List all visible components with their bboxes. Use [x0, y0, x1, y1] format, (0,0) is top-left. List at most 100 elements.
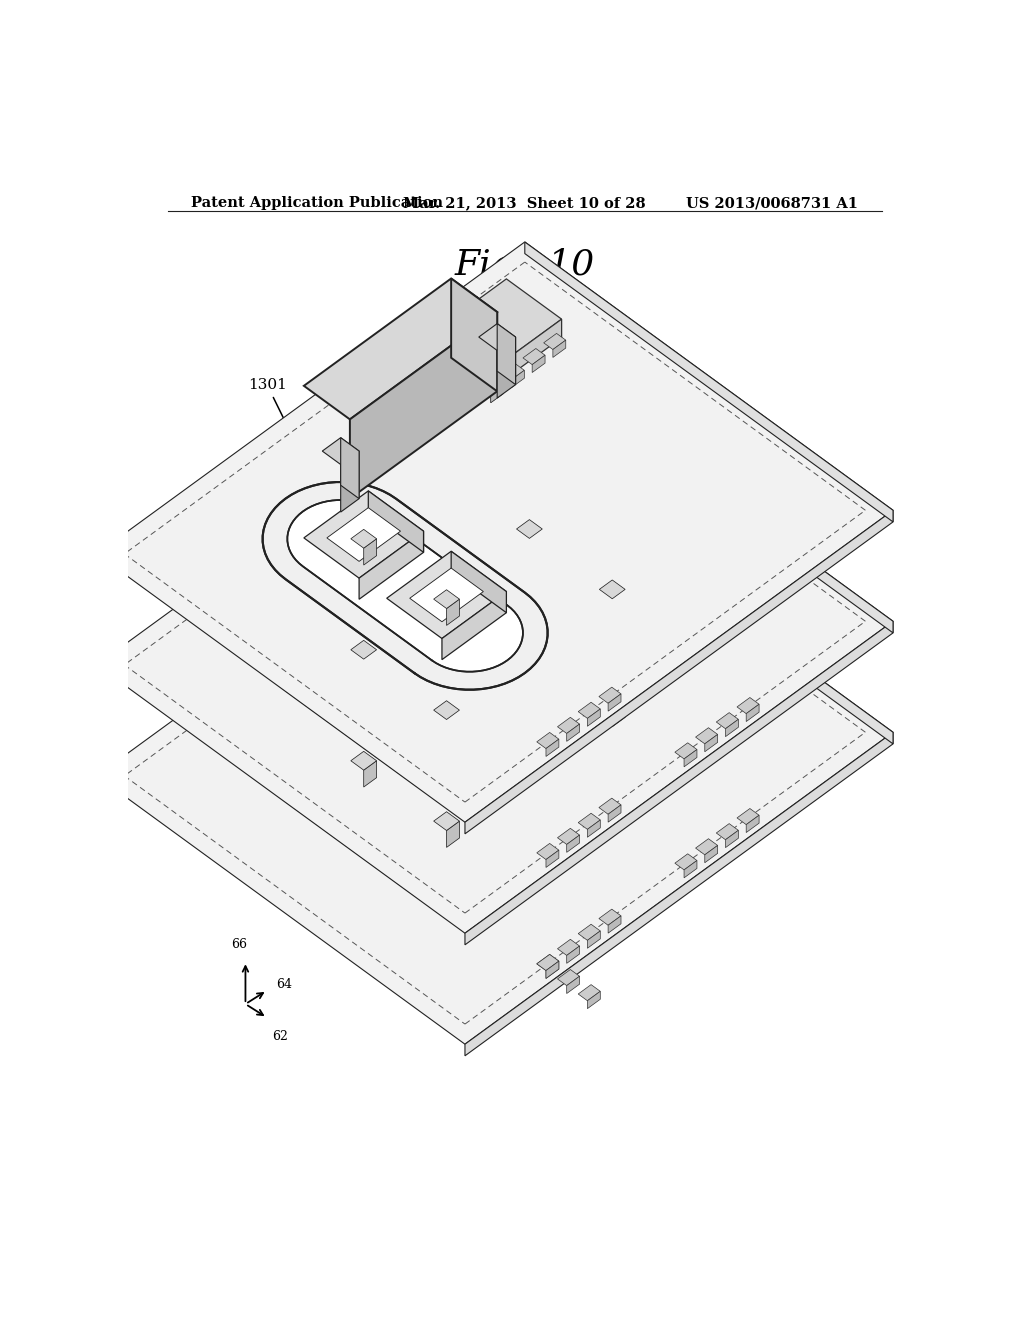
Polygon shape	[465, 622, 893, 945]
Polygon shape	[579, 702, 600, 718]
Polygon shape	[616, 652, 672, 714]
Polygon shape	[608, 916, 621, 933]
Polygon shape	[304, 279, 498, 420]
Polygon shape	[502, 363, 524, 380]
Polygon shape	[364, 760, 377, 787]
Polygon shape	[428, 583, 714, 791]
Polygon shape	[350, 312, 498, 499]
Polygon shape	[452, 774, 507, 834]
Polygon shape	[479, 420, 493, 437]
Polygon shape	[442, 813, 507, 882]
Text: Fig.  10: Fig. 10	[455, 248, 595, 282]
Polygon shape	[612, 589, 625, 615]
Polygon shape	[546, 850, 559, 867]
Polygon shape	[725, 719, 738, 737]
Polygon shape	[537, 954, 559, 970]
Polygon shape	[579, 985, 600, 1001]
Polygon shape	[566, 946, 580, 964]
Polygon shape	[452, 488, 690, 664]
Polygon shape	[575, 558, 649, 612]
Polygon shape	[566, 836, 580, 853]
Polygon shape	[588, 709, 600, 726]
Polygon shape	[537, 733, 559, 748]
Polygon shape	[286, 721, 525, 895]
Polygon shape	[546, 961, 559, 978]
Polygon shape	[529, 529, 543, 556]
Polygon shape	[452, 552, 507, 612]
Polygon shape	[599, 579, 625, 599]
Polygon shape	[588, 820, 600, 837]
Polygon shape	[557, 969, 580, 986]
Polygon shape	[428, 473, 714, 680]
Polygon shape	[483, 422, 506, 438]
Polygon shape	[529, 640, 543, 667]
Polygon shape	[518, 447, 531, 465]
Polygon shape	[566, 725, 580, 742]
Polygon shape	[433, 701, 460, 719]
Polygon shape	[534, 593, 589, 653]
Polygon shape	[490, 385, 504, 403]
Polygon shape	[705, 845, 718, 863]
Polygon shape	[616, 541, 672, 603]
Polygon shape	[579, 924, 600, 940]
Polygon shape	[359, 754, 424, 821]
Polygon shape	[493, 429, 506, 446]
Polygon shape	[511, 371, 524, 388]
Polygon shape	[684, 861, 697, 878]
Polygon shape	[288, 500, 523, 672]
Text: 1301: 1301	[248, 378, 459, 774]
Polygon shape	[327, 508, 400, 561]
Polygon shape	[327, 619, 400, 672]
Polygon shape	[746, 816, 759, 833]
Polygon shape	[534, 482, 589, 543]
Polygon shape	[509, 441, 531, 457]
Polygon shape	[450, 355, 462, 372]
Text: Mar. 21, 2013  Sheet 10 of 28: Mar. 21, 2013 Sheet 10 of 28	[403, 195, 646, 210]
Polygon shape	[351, 640, 377, 659]
Polygon shape	[684, 750, 697, 767]
Polygon shape	[546, 739, 559, 756]
Polygon shape	[369, 491, 424, 552]
Polygon shape	[716, 824, 738, 840]
Polygon shape	[537, 954, 559, 970]
Polygon shape	[454, 359, 476, 375]
Polygon shape	[433, 590, 460, 609]
Polygon shape	[304, 713, 424, 800]
Polygon shape	[608, 694, 621, 711]
Polygon shape	[695, 727, 718, 743]
Polygon shape	[493, 498, 566, 552]
Polygon shape	[410, 791, 483, 843]
Polygon shape	[387, 774, 507, 861]
Polygon shape	[524, 242, 893, 521]
Polygon shape	[410, 678, 483, 733]
Polygon shape	[424, 279, 561, 380]
Polygon shape	[327, 730, 400, 783]
Polygon shape	[442, 591, 507, 660]
Polygon shape	[323, 438, 359, 465]
Polygon shape	[746, 705, 759, 722]
Polygon shape	[96, 352, 893, 933]
Polygon shape	[369, 602, 424, 664]
Polygon shape	[579, 813, 600, 829]
Polygon shape	[463, 366, 476, 383]
Polygon shape	[725, 830, 738, 847]
Polygon shape	[465, 511, 893, 834]
Polygon shape	[552, 541, 672, 628]
Polygon shape	[263, 593, 548, 801]
Polygon shape	[544, 334, 566, 350]
Polygon shape	[446, 710, 460, 737]
Polygon shape	[96, 463, 893, 1044]
Polygon shape	[546, 961, 559, 978]
Polygon shape	[524, 463, 893, 744]
Polygon shape	[523, 348, 545, 364]
Polygon shape	[263, 482, 548, 689]
Polygon shape	[369, 713, 424, 775]
Polygon shape	[446, 821, 460, 847]
Polygon shape	[599, 799, 621, 814]
Polygon shape	[553, 341, 566, 358]
Polygon shape	[387, 552, 507, 639]
Text: US 2013/0068731 A1: US 2013/0068731 A1	[686, 195, 858, 210]
Polygon shape	[607, 693, 672, 760]
Polygon shape	[304, 602, 424, 689]
Polygon shape	[359, 531, 424, 599]
